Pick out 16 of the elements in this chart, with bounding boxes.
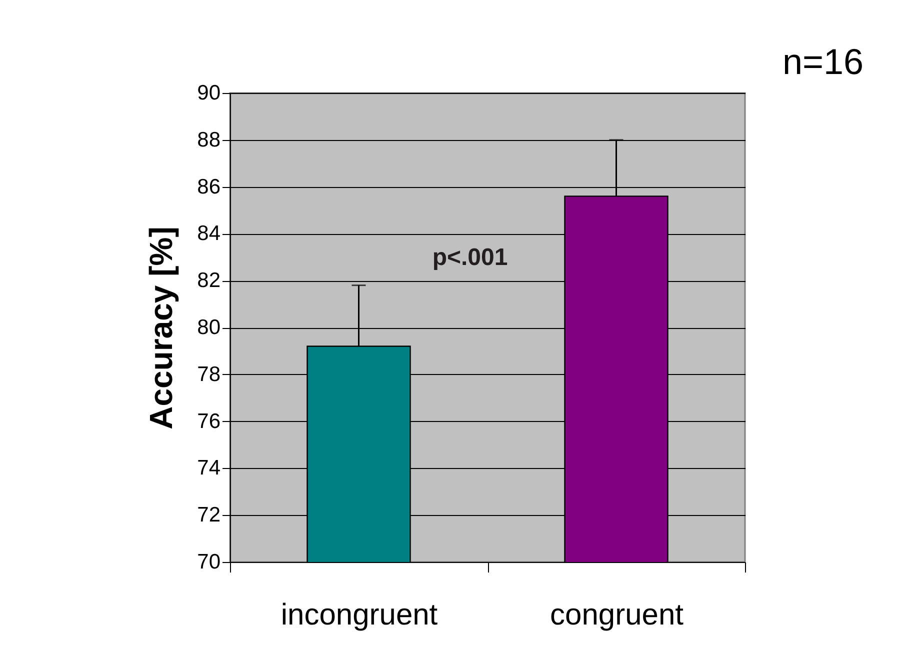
x-tick-label: congruent <box>550 598 684 632</box>
annotation: p<.001 <box>432 244 508 271</box>
y-tick-label: 72 <box>197 504 220 527</box>
y-tick-label: 76 <box>197 410 220 433</box>
y-tick-label: 80 <box>197 316 220 339</box>
y-tick-label: 88 <box>197 128 220 152</box>
y-tick-label: 78 <box>197 362 220 386</box>
y-axis-title: Accuracy [%] <box>143 226 180 430</box>
y-tick-label: 82 <box>197 269 220 292</box>
y-tick-label: 90 <box>197 82 220 104</box>
y-tick-label: 86 <box>197 175 220 198</box>
x-tick-label: incongruent <box>280 598 438 632</box>
text: n=16 <box>782 41 864 82</box>
y-tick-label: 74 <box>197 456 221 480</box>
y-tick-label: 70 <box>197 550 220 574</box>
y-tick-label: 84 <box>197 222 221 246</box>
